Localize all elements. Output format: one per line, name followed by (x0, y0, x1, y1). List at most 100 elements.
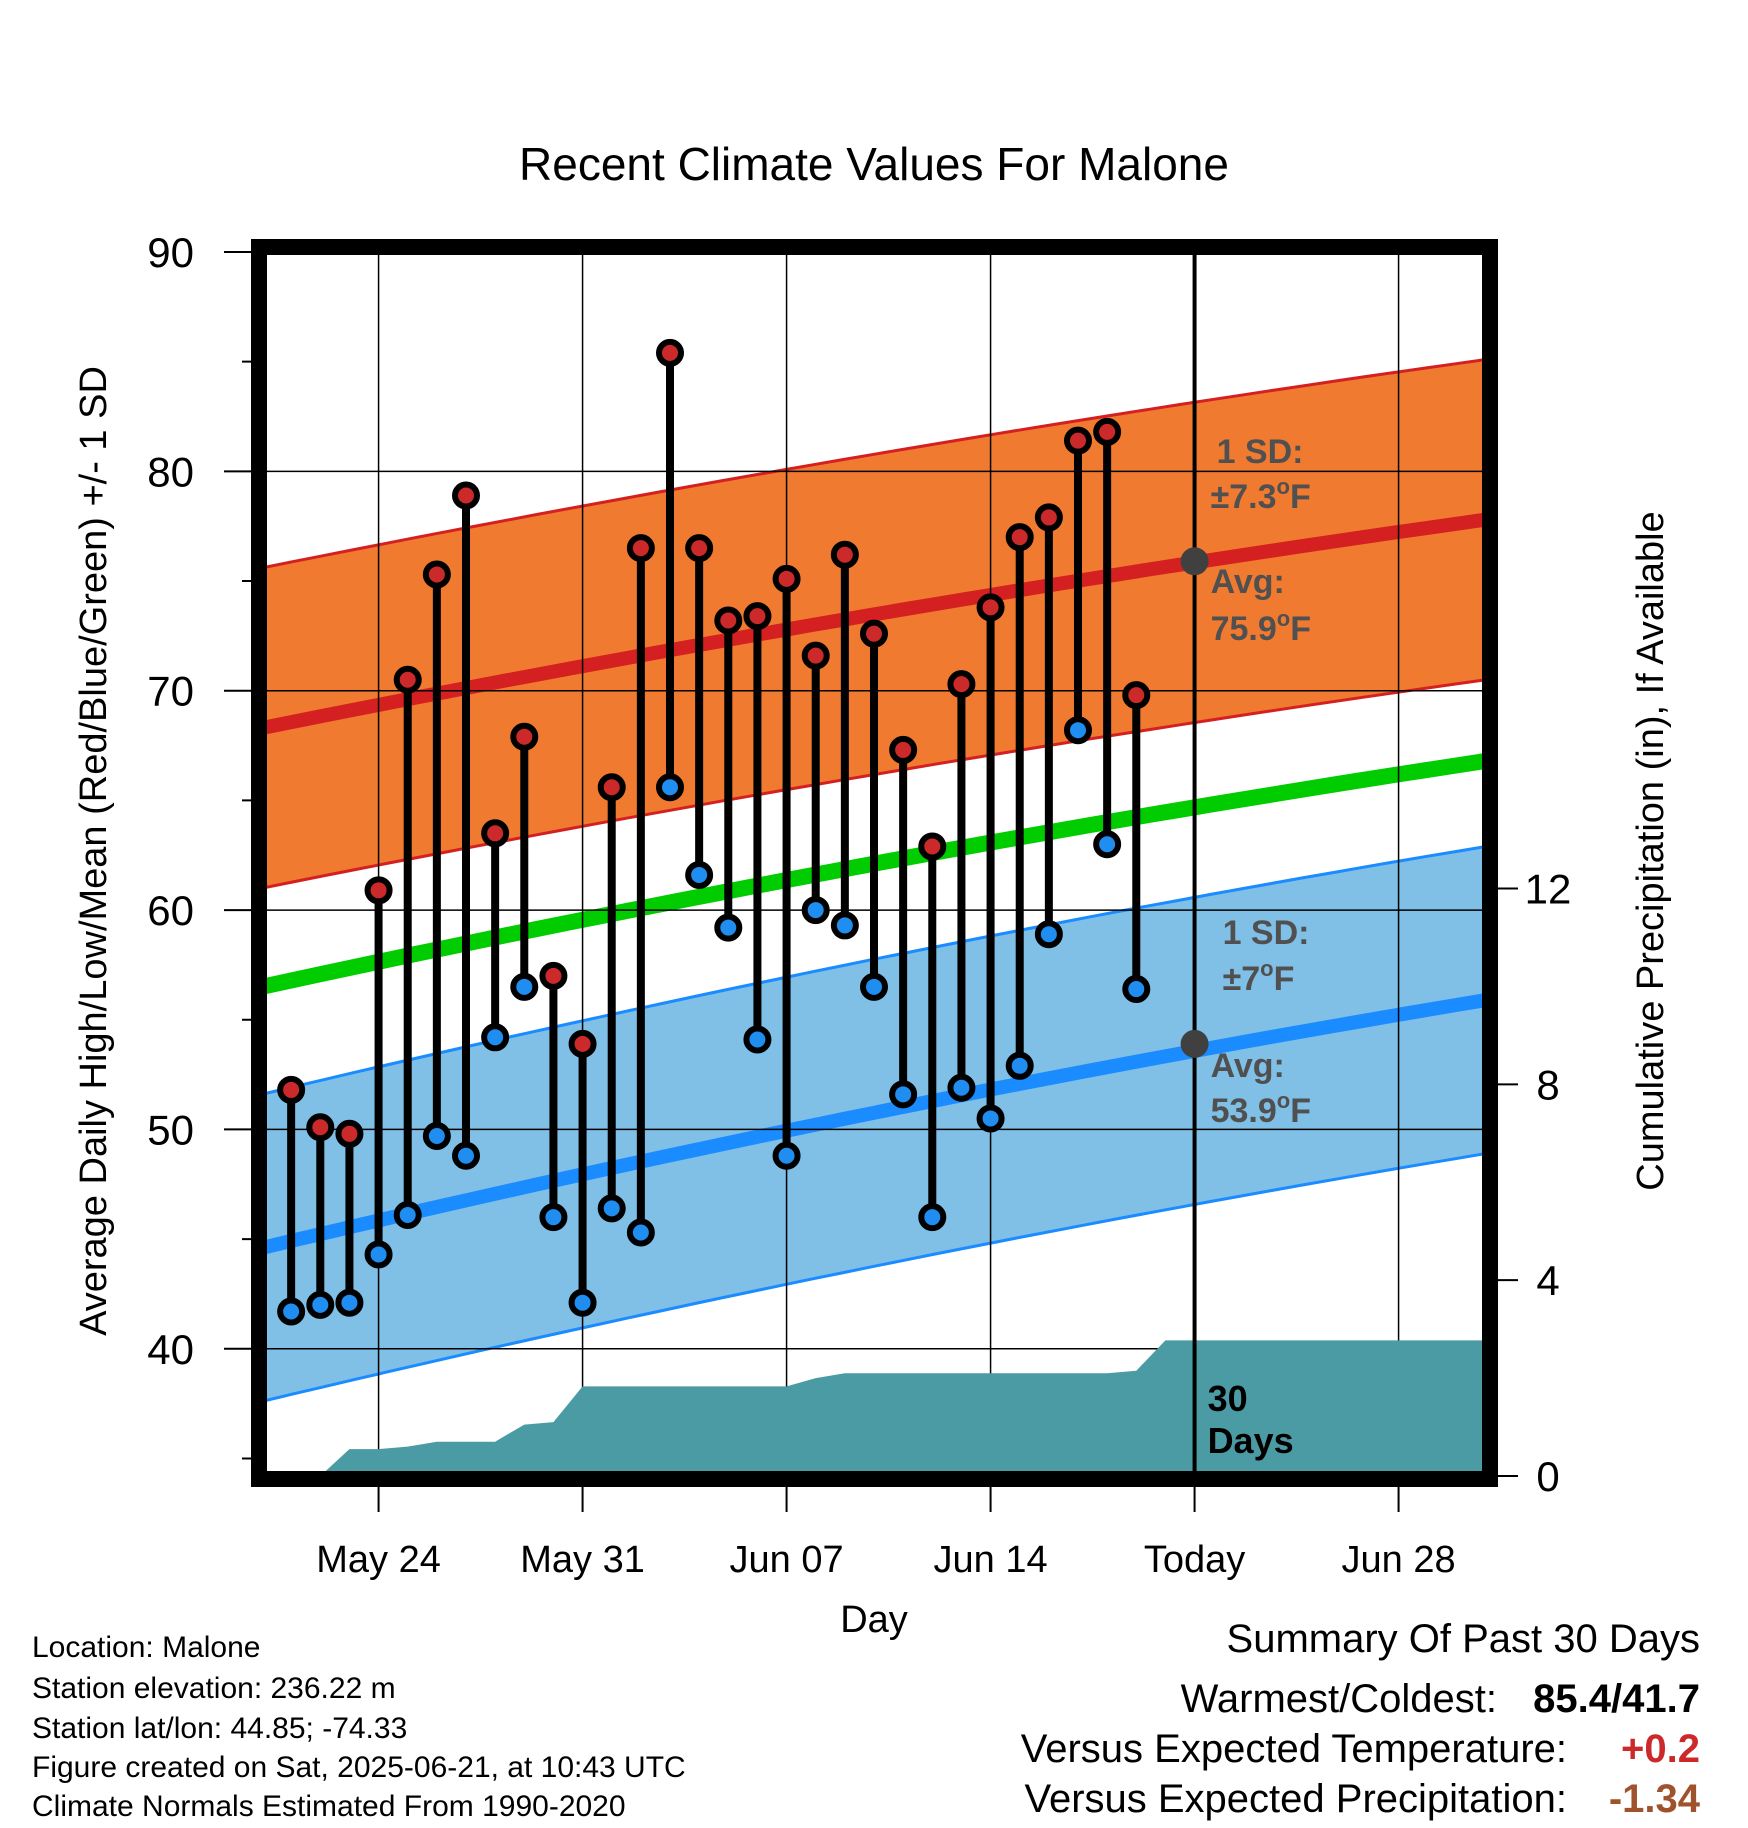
daily-low-point (364, 1240, 393, 1269)
summary-warm-cold-value: 85.4/41.7 (1533, 1677, 1700, 1721)
daily-low-point (801, 896, 830, 925)
x-tick-label: May 31 (520, 1539, 645, 1581)
summary-precip-label: Versus Expected Precipitation: (1024, 1777, 1567, 1821)
daily-high-point (976, 593, 1005, 622)
daily-high-point (597, 773, 626, 802)
summary-panel: Summary Of Past 30 Days Warmest/Coldest:… (1021, 1617, 1701, 1821)
daily-low-point (335, 1288, 364, 1317)
daily-low-point (568, 1288, 597, 1317)
x-tick-label: Jun 07 (730, 1539, 844, 1581)
today-high-avg-marker (1180, 547, 1209, 576)
daily-high-point (801, 641, 830, 670)
low-sd-lower-edge (262, 1152, 1486, 1403)
daily-low-point (889, 1080, 918, 1109)
daily-high-point (860, 619, 888, 648)
x-tick-label: May 24 (316, 1539, 441, 1581)
daily-low-point (1122, 975, 1151, 1004)
daily-low-point (918, 1203, 947, 1232)
summary-heading: Summary Of Past 30 Days (1227, 1617, 1700, 1661)
y-tick-label: 40 (147, 1326, 194, 1373)
daily-low-point (539, 1203, 568, 1232)
daily-high-point (1093, 417, 1122, 446)
daily-low-point (976, 1104, 1005, 1133)
daily-high-point (1034, 503, 1063, 532)
daily-low-point (510, 972, 539, 1001)
daily-high-point (626, 534, 655, 563)
y-tick-label: 60 (147, 887, 194, 934)
info-elevation: Station elevation: 236.22 m (32, 1672, 396, 1705)
y2-tick-label: 4 (1536, 1257, 1559, 1304)
low-avg-label: Avg: (1211, 1047, 1285, 1085)
daily-high-point (1005, 523, 1034, 552)
daily-high-point (481, 819, 510, 848)
daily-high-point (277, 1075, 306, 1104)
low-avg-value: 53.9oF (1211, 1088, 1311, 1130)
y-axis-label: Average Daily High/Low/Mean (Red/Blue/Gr… (73, 366, 115, 1336)
daily-high-point (947, 670, 976, 699)
daily-low-point (656, 773, 684, 802)
summary-warm-cold-label: Warmest/Coldest: (1181, 1677, 1497, 1721)
low-sd-value: ±7oF (1223, 956, 1295, 998)
daily-high-point (889, 735, 918, 764)
daily-high-point (335, 1119, 364, 1148)
daily-high-point (685, 534, 714, 563)
x-axis-label: Day (840, 1599, 908, 1641)
daily-high-point (422, 560, 451, 589)
low-sd-label: 1 SD: (1223, 914, 1310, 952)
daily-high-point (743, 602, 772, 631)
daily-low-point (743, 1025, 772, 1054)
daily-high-point (393, 665, 422, 694)
daily-low-point (626, 1218, 655, 1247)
info-latlon: Station lat/lon: 44.85; -74.33 (32, 1712, 407, 1745)
daily-low-point (1093, 830, 1122, 859)
plot-frame (251, 239, 1498, 1487)
y-tick-label: 70 (147, 668, 194, 715)
daily-high-point (568, 1029, 597, 1058)
daily-low-point (306, 1290, 335, 1319)
daily-low-point (1005, 1051, 1034, 1080)
daily-low-point (860, 972, 888, 1001)
daily-high-point (1122, 681, 1151, 710)
daily-high-point (306, 1113, 335, 1142)
daily-high-point (364, 876, 393, 905)
daily-low-point (393, 1200, 422, 1229)
y-tick-label: 50 (147, 1106, 194, 1153)
daily-low-point (1064, 716, 1092, 745)
high-avg-value: 75.9oF (1211, 606, 1311, 648)
y2-axis-label: Cumulative Precipitation (in), If Availa… (1630, 511, 1672, 1190)
summary-temp-value: +0.2 (1621, 1727, 1700, 1771)
y-tick-label: 80 (147, 448, 194, 495)
y2-tick-label: 8 (1536, 1061, 1559, 1108)
y2-tick-label: 12 (1525, 865, 1572, 912)
x-tick-label: Today (1144, 1539, 1245, 1581)
station-info: Location: Malone Station elevation: 236.… (32, 1631, 686, 1823)
low-avg-line (262, 993, 1486, 1255)
summary-temp-label: Versus Expected Temperature: (1021, 1727, 1567, 1771)
daily-low-point (685, 860, 714, 889)
daily-high-point (714, 606, 743, 635)
high-sd-label: 1 SD: (1217, 433, 1304, 471)
x-tick-label: Jun 28 (1342, 1539, 1456, 1581)
daily-low-point (481, 1023, 510, 1052)
daily-low-point (714, 913, 743, 942)
daily-low-point (947, 1073, 976, 1102)
y2-tick-label: 0 (1536, 1453, 1559, 1500)
daily-low-point (452, 1141, 480, 1170)
summary-precip-value: -1.34 (1609, 1777, 1701, 1821)
y-tick-label: 90 (147, 229, 194, 276)
daily-low-point (277, 1297, 306, 1326)
daily-high-point (918, 832, 947, 861)
precip-area (320, 1340, 1486, 1476)
daily-low-point (422, 1122, 451, 1150)
high-sd-value: ±7.3oF (1211, 474, 1311, 516)
daily-high-point (830, 540, 859, 569)
today-low-avg-marker (1180, 1029, 1209, 1058)
daily-high-point (1064, 426, 1092, 455)
days-label-text: Days (1208, 1420, 1294, 1461)
daily-high-point (772, 564, 801, 593)
daily-low-point (830, 911, 859, 940)
info-location: Location: Malone (32, 1631, 261, 1664)
daily-low-point (772, 1141, 801, 1170)
daily-high-point (539, 961, 568, 990)
days-label-number: 30 (1208, 1378, 1248, 1419)
